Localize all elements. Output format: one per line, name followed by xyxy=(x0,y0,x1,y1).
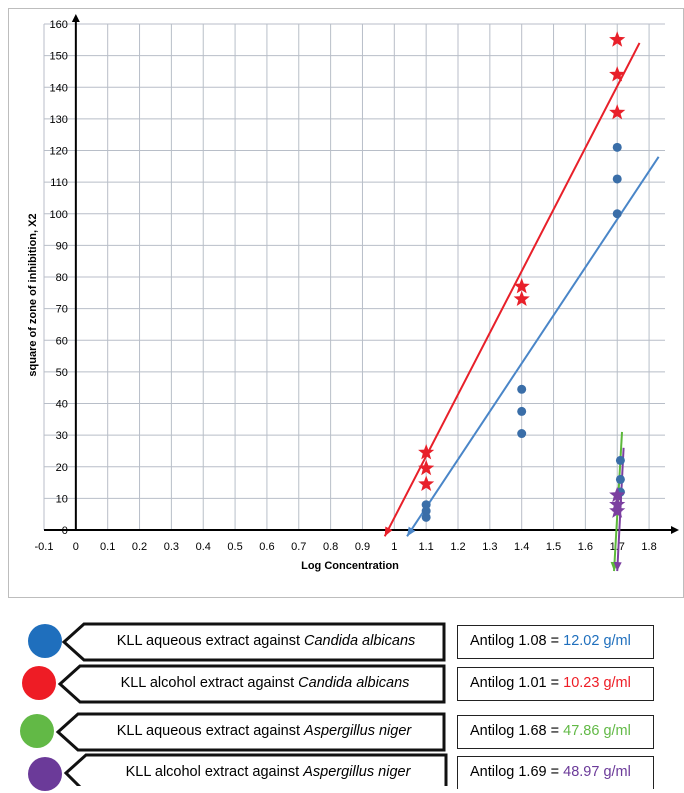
x-axis-arrowhead xyxy=(671,526,679,534)
data-point-star xyxy=(513,290,530,306)
x-tick-label: -0.1 xyxy=(35,541,54,553)
fit-line xyxy=(406,156,660,537)
x-tick-label: 1.6 xyxy=(578,541,593,553)
fit-line xyxy=(383,42,641,537)
data-point-star xyxy=(609,66,626,82)
x-tick-label: 0.3 xyxy=(164,541,179,553)
data-point-star xyxy=(418,475,435,491)
legend-dot-blue xyxy=(28,624,62,658)
y-tick-label: 120 xyxy=(49,146,67,158)
x-tick-label: 0.9 xyxy=(355,541,370,553)
chart: -0.1 0 0.1 0.2 0.3 0.4 0.5 0.6 0.7 0.8 0.9 1 1.1 1.2 1… xyxy=(27,14,679,572)
data-point-circle xyxy=(517,429,527,439)
y-tick-label: 50 xyxy=(56,367,68,379)
data-point-circle xyxy=(612,142,622,152)
data-point-star xyxy=(418,444,435,460)
chart-frame xyxy=(8,8,684,598)
y-tick-label: 110 xyxy=(50,177,68,189)
x-tick-label: 0.8 xyxy=(323,541,338,553)
data-point-circle xyxy=(421,500,431,510)
data-point-star xyxy=(609,502,626,518)
y-tick-label: 40 xyxy=(56,399,68,411)
data-point-star xyxy=(609,104,626,120)
data-point-circle xyxy=(517,384,527,394)
legend-row-aqueous-candida: KLL aqueous extract against Candida albi… xyxy=(0,622,684,662)
legend-dot-green xyxy=(20,714,54,748)
result-box: Antilog 1.68 = 47.86 g/ml xyxy=(457,715,654,749)
x-tick-label: 1 xyxy=(391,541,397,553)
data-point-star xyxy=(609,486,626,503)
y-tick-label: 0 xyxy=(62,525,68,537)
x-tick-label: 0.4 xyxy=(196,541,211,553)
legend-label: KLL aqueous extract against Aspergillus … xyxy=(116,723,412,739)
legend-arrow-box xyxy=(61,622,446,662)
y-tick-label: 30 xyxy=(56,430,68,442)
legend-arrow-box xyxy=(55,712,446,752)
x-tick-label: 0.7 xyxy=(291,541,306,553)
data-point-circle xyxy=(615,474,625,484)
y-axis-arrowhead xyxy=(71,14,80,22)
result-box: Antilog 1.01 = 10.23 g/ml xyxy=(457,667,654,701)
data-point-circle xyxy=(612,209,622,219)
data-point-circle xyxy=(615,455,625,465)
data-point-circle xyxy=(517,406,527,416)
result-box: Antilog 1.08 = 12.02 g/ml xyxy=(457,625,654,659)
x-tick-label: 1.2 xyxy=(450,541,465,553)
legend-label: KLL aqueous extract against Candida albi… xyxy=(116,633,416,649)
data-point-star xyxy=(609,31,626,47)
x-axis-title: Log Concentration xyxy=(301,560,399,572)
y-tick-label: 150 xyxy=(49,51,67,63)
y-tick-label: 140 xyxy=(49,82,67,94)
legend-dot-red xyxy=(22,666,56,700)
x-tick-label: 0.1 xyxy=(100,541,115,553)
data-point-star xyxy=(418,459,435,476)
x-tick-label: 1.1 xyxy=(419,541,434,553)
x-tick-label: 1.5 xyxy=(546,541,561,553)
x-tick-label: 1.7 xyxy=(610,541,625,553)
data-point-circle xyxy=(421,512,431,522)
x-tick-label: 1.8 xyxy=(641,541,656,553)
x-tick-label: 0 xyxy=(73,541,79,553)
legend-label: KLL alcohol extract against Aspergillus … xyxy=(125,764,411,780)
fit-line-arrowhead xyxy=(407,526,416,537)
legend-arrow-box xyxy=(63,753,448,786)
y-tick-label: 80 xyxy=(56,272,68,284)
y-tick-label: 160 xyxy=(49,19,67,31)
legend-arrow-box xyxy=(57,664,446,704)
data-point-star xyxy=(609,496,626,512)
x-tick-label: 1.4 xyxy=(514,541,529,553)
legend-dot-purple xyxy=(28,757,62,791)
x-tick-label: 0.6 xyxy=(259,541,274,553)
x-tick-label: 1.3 xyxy=(482,541,497,553)
y-tick-label: 90 xyxy=(56,240,68,252)
y-axis-title: square of zone of inhibition, X2 xyxy=(27,213,39,376)
y-tick-label: 20 xyxy=(56,462,68,474)
data-point-circle xyxy=(612,174,622,184)
legend-row-alcohol-candida: KLL alcohol extract against Candida albi… xyxy=(0,664,684,704)
legend-label: KLL alcohol extract against Candida albi… xyxy=(120,675,410,691)
result-box: Antilog 1.69 = 48.97 g/ml xyxy=(457,756,654,789)
data-point-circle xyxy=(421,506,431,516)
legend-row-aqueous-aspergillus: KLL aqueous extract against Aspergillus … xyxy=(0,712,684,752)
data-point-star xyxy=(513,278,530,294)
x-tick-label: 0.2 xyxy=(132,541,147,553)
y-tick-label: 60 xyxy=(56,335,68,347)
legend-row-alcohol-aspergillus: KLL alcohol extract against Aspergillus … xyxy=(0,753,684,793)
y-tick-label: 70 xyxy=(56,304,68,316)
y-tick-label: 130 xyxy=(49,114,67,126)
fit-line-arrowhead xyxy=(613,561,622,572)
y-tick-label: 100 xyxy=(49,209,67,221)
y-tick-label: 10 xyxy=(56,493,68,505)
fit-line-arrowhead xyxy=(384,526,393,537)
x-tick-label: 0.5 xyxy=(227,541,242,553)
